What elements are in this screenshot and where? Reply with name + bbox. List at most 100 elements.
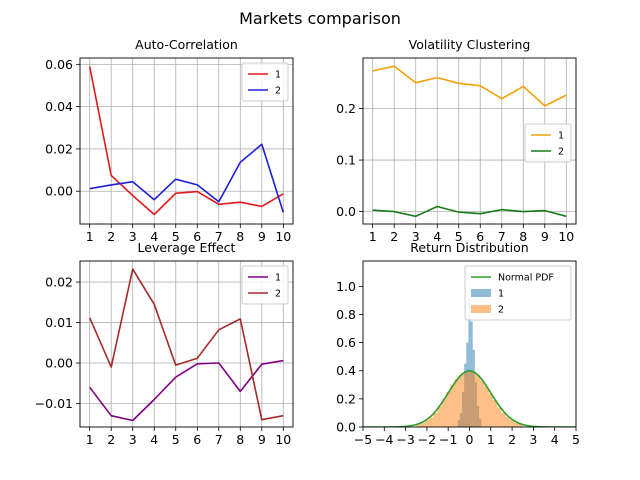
x-tick-label: −1 xyxy=(439,432,457,447)
legend: 12 xyxy=(241,62,289,102)
y-tick-label: 0.0 xyxy=(336,204,356,219)
y-tick-label: 0.2 xyxy=(336,391,356,406)
hist-bar-2 xyxy=(501,412,506,427)
legend-label: 1 xyxy=(558,131,564,142)
legend-label: 2 xyxy=(275,86,281,97)
x-tick-label: 1 xyxy=(487,432,495,447)
hist-bar-2 xyxy=(463,372,468,427)
y-tick-label: 0.04 xyxy=(45,99,73,114)
y-tick-label: 0.4 xyxy=(336,363,356,378)
hist-bar-2 xyxy=(446,391,451,427)
x-tick-label: −5 xyxy=(354,432,372,447)
y-tick-label: 0.00 xyxy=(45,356,73,371)
x-tick-label: 1 xyxy=(86,229,94,244)
subplot-4: Return Distribution−5 −4 −3 −2 −1 0 1 2 3 4 50.00.… xyxy=(336,240,580,447)
legend: 12 xyxy=(241,265,289,305)
legend-box xyxy=(524,123,572,163)
x-tick-label: 4 xyxy=(150,229,158,244)
hist-bar-2 xyxy=(467,370,472,427)
x-tick-label: 7 xyxy=(215,432,223,447)
x-tick-label: 10 xyxy=(275,432,291,447)
legend-box xyxy=(464,265,572,321)
x-tick-label: 4 xyxy=(433,229,441,244)
y-tick-label: 0.6 xyxy=(336,335,356,350)
y-tick-label: 0.2 xyxy=(336,101,356,116)
x-tick-label: 4 xyxy=(551,432,559,447)
x-tick-label: 10 xyxy=(558,229,574,244)
x-tick-label: 6 xyxy=(193,229,201,244)
hist-bar-2 xyxy=(450,384,455,427)
hist-bar-1 xyxy=(468,297,471,427)
plot-area xyxy=(372,65,567,218)
x-tick-label: 0 xyxy=(466,432,474,447)
legend-box xyxy=(241,265,289,305)
x-tick-label: 9 xyxy=(258,432,266,447)
legend-label: 2 xyxy=(275,289,281,300)
x-tick-label: 7 xyxy=(498,229,506,244)
legend-label: 1 xyxy=(275,273,281,284)
x-tick-label: 4 xyxy=(150,432,158,447)
legend: 12 xyxy=(524,123,572,163)
y-tick-label: 0.1 xyxy=(336,153,356,168)
y-tick-label: 0.8 xyxy=(336,307,356,322)
x-tick-label: 1 xyxy=(86,432,94,447)
axes-frame xyxy=(79,57,294,225)
series-line-1 xyxy=(88,66,284,216)
x-tick-label: 8 xyxy=(519,229,527,244)
subplot-title: Volatility Clustering xyxy=(409,37,531,52)
series-line-2 xyxy=(88,268,284,421)
x-tick-label: 3 xyxy=(412,229,420,244)
x-tick-label: 1 xyxy=(369,229,377,244)
x-tick-label: 3 xyxy=(529,432,537,447)
hist-bar-2 xyxy=(518,424,523,427)
x-tick-label: 2 xyxy=(390,229,398,244)
x-tick-label: 2 xyxy=(107,229,115,244)
x-tick-label: 9 xyxy=(541,229,549,244)
series-line-2 xyxy=(89,143,285,213)
y-tick-label: 1.0 xyxy=(336,279,356,294)
x-tick-label: 8 xyxy=(236,229,244,244)
figure-title: Markets comparison xyxy=(239,9,401,28)
x-tick-label: −3 xyxy=(396,432,414,447)
subplot-title: Return Distribution xyxy=(410,240,528,255)
x-tick-label: 2 xyxy=(107,432,115,447)
hist-bar-2 xyxy=(509,419,515,427)
x-tick-label: 10 xyxy=(275,229,291,244)
hist-bar-2 xyxy=(424,419,430,427)
x-tick-label: −4 xyxy=(375,432,393,447)
hist-bar-2 xyxy=(454,379,459,427)
x-tick-label: 6 xyxy=(476,229,484,244)
hist-bar-2 xyxy=(497,407,502,427)
series-line-1 xyxy=(372,65,567,107)
x-tick-label: 8 xyxy=(236,432,244,447)
legend-label: 1 xyxy=(275,70,281,81)
x-tick-label: 6 xyxy=(193,432,201,447)
x-tick-label: 2 xyxy=(508,432,516,447)
hist-bar-2 xyxy=(420,422,425,427)
legend-label: 2 xyxy=(558,147,564,158)
hist-bar-2 xyxy=(416,424,421,427)
x-tick-label: −2 xyxy=(418,432,436,447)
y-tick-label: 0.06 xyxy=(45,57,73,72)
hist-bar-2 xyxy=(437,405,442,427)
plot-area xyxy=(88,268,284,422)
x-tick-label: 5 xyxy=(172,432,180,447)
subplot-title: Auto-Correlation xyxy=(135,37,238,52)
y-tick-label: 0.00 xyxy=(45,184,73,199)
hist-bar-2 xyxy=(484,386,489,427)
legend-swatch xyxy=(471,289,491,297)
hist-bar-2 xyxy=(514,422,519,427)
y-tick-label: 0.02 xyxy=(45,141,73,156)
plot-area xyxy=(88,66,285,216)
axes-frame xyxy=(79,260,294,428)
hist-bar-2 xyxy=(441,398,447,427)
legend-swatch xyxy=(471,305,491,313)
hist-bar-2 xyxy=(458,374,464,427)
hist-bar-2 xyxy=(505,417,510,427)
y-tick-label: 0.0 xyxy=(336,420,356,435)
